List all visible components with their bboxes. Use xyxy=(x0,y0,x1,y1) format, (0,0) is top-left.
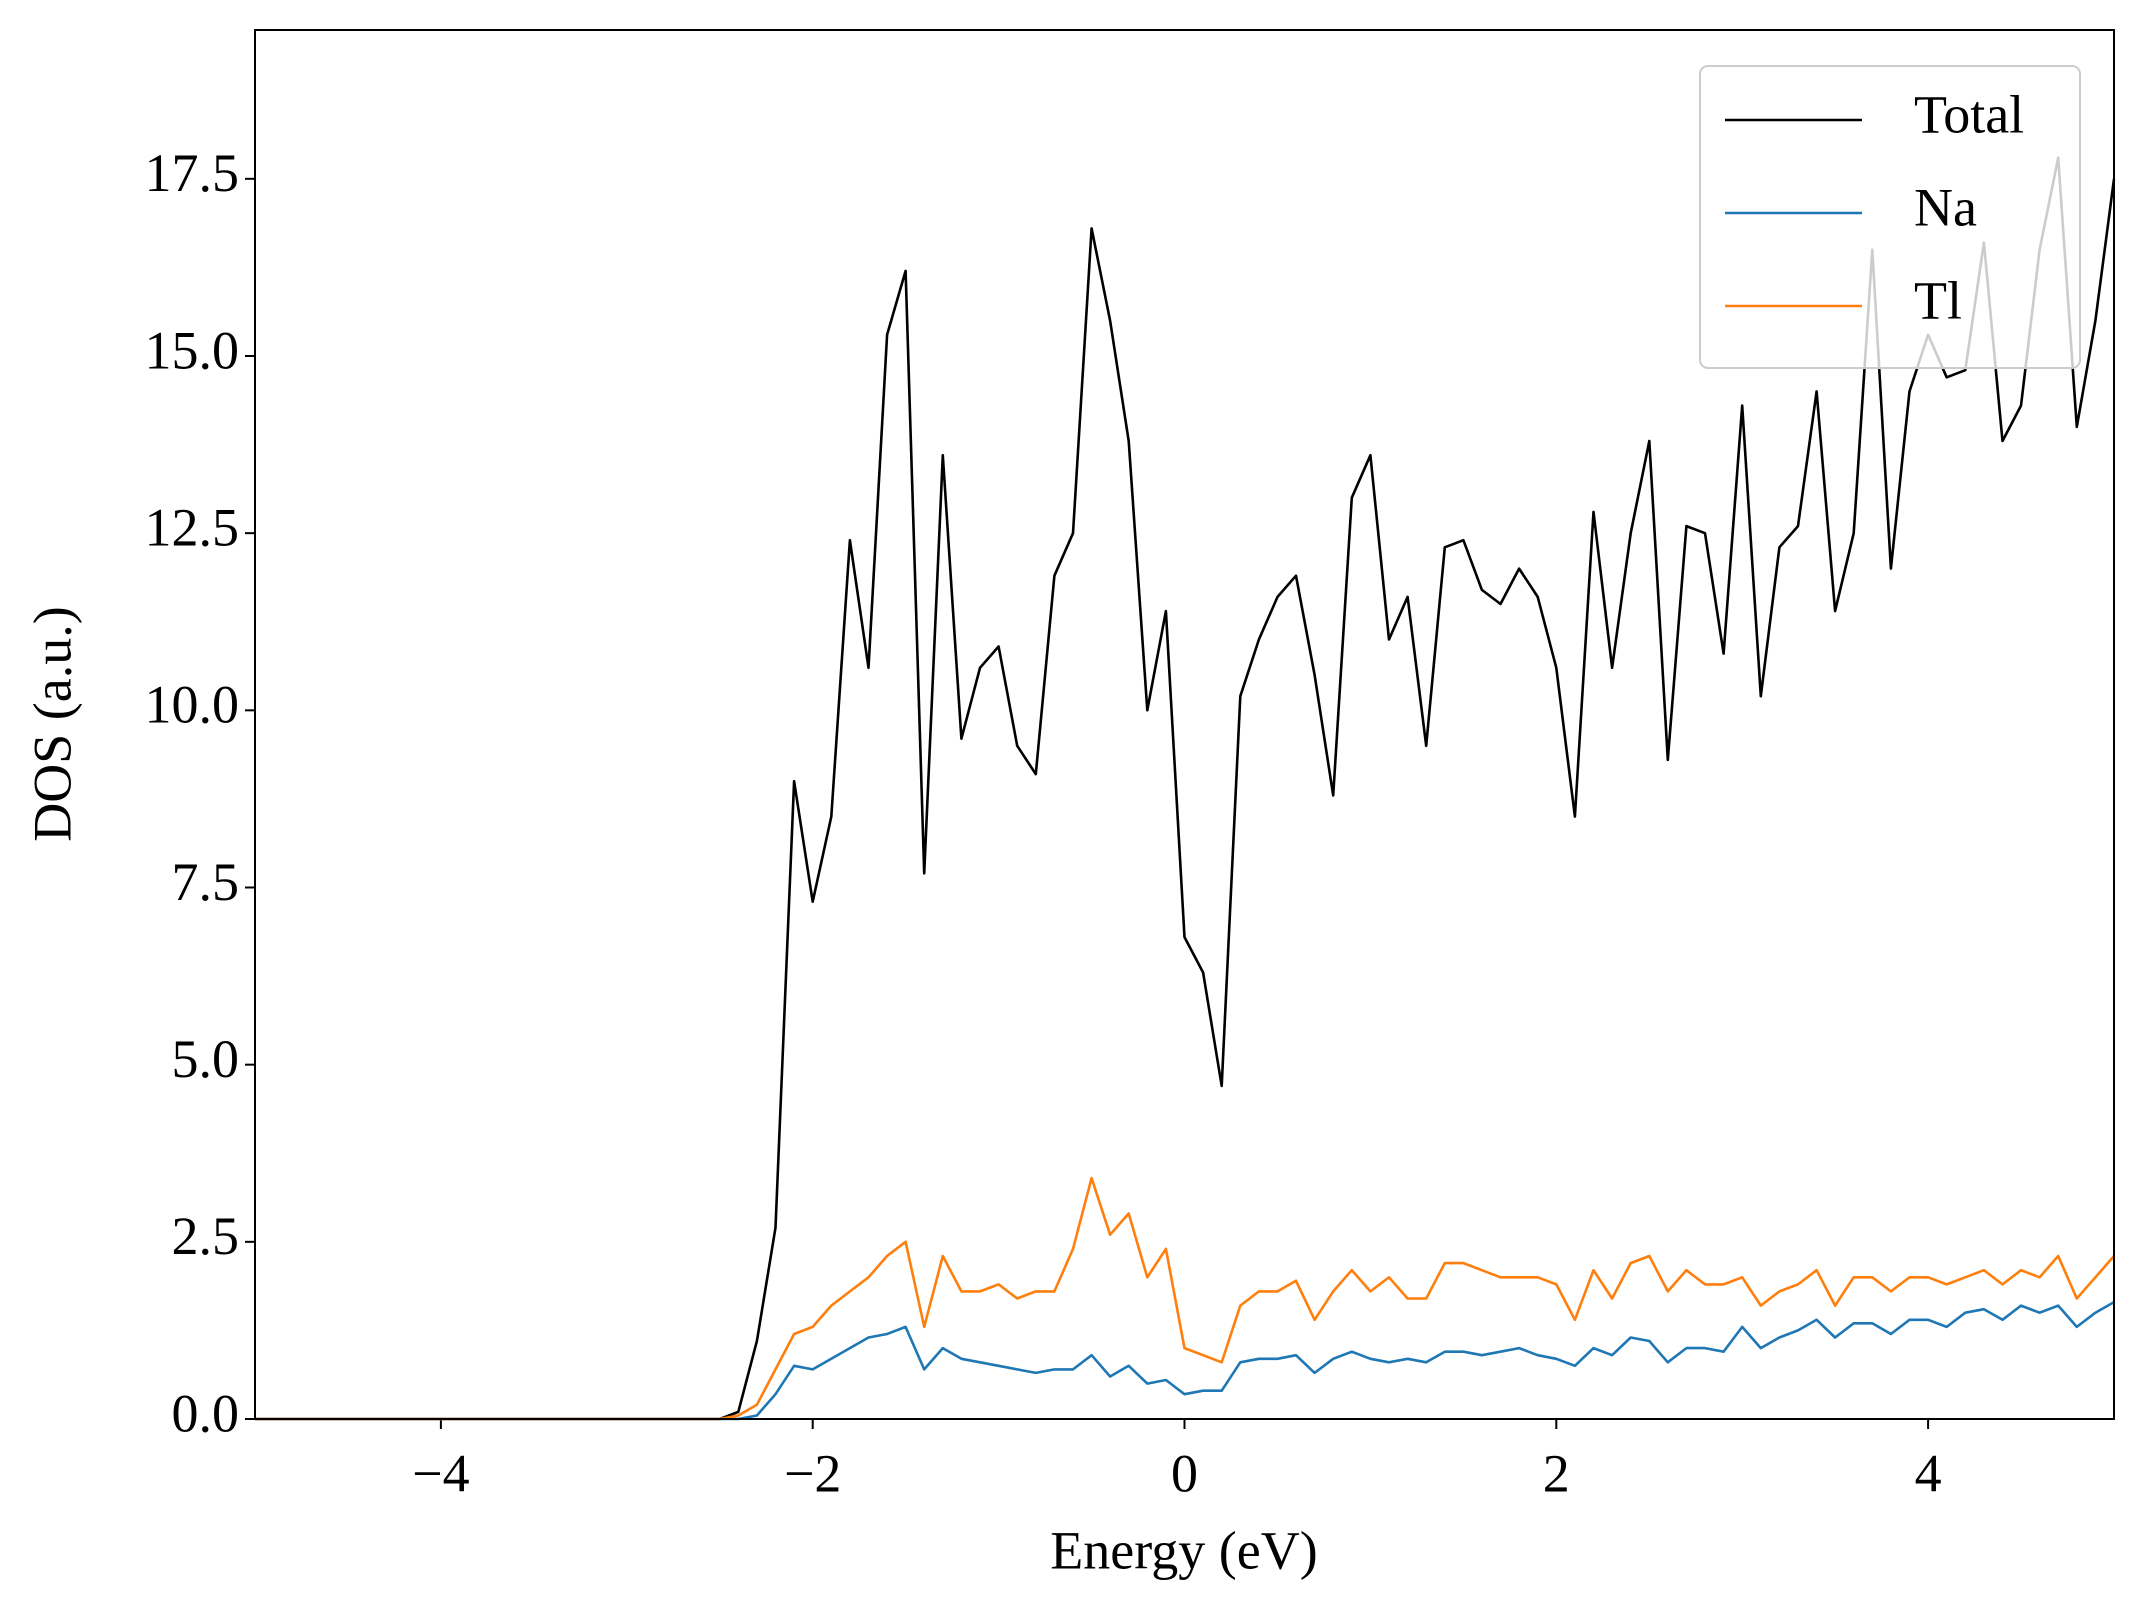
y-tick-label: 15.0 xyxy=(145,320,240,380)
y-tick-label: 5.0 xyxy=(172,1029,240,1089)
plot-frame xyxy=(254,29,2115,1420)
y-tick-label: 10.0 xyxy=(145,675,240,735)
y-tick-label: 2.5 xyxy=(172,1206,240,1266)
x-tick-label: 2 xyxy=(1543,1443,1570,1503)
x-axis-label: Energy (eV) xyxy=(1050,1520,1317,1580)
x-tick-label: −4 xyxy=(412,1443,469,1503)
y-tick-label: 0.0 xyxy=(172,1383,240,1443)
y-tick-label: 7.5 xyxy=(172,852,240,912)
legend-box xyxy=(1699,65,2081,369)
series-line xyxy=(255,1176,2115,1421)
y-tick-label: 12.5 xyxy=(145,498,240,558)
series-line xyxy=(255,1300,2115,1421)
legend-label: Na xyxy=(1914,177,1977,237)
y-tick-label: 17.5 xyxy=(145,143,240,203)
x-tick-label: −2 xyxy=(784,1443,841,1503)
x-tick-label: 4 xyxy=(1915,1443,1942,1503)
y-axis-label: DOS (a.u.) xyxy=(22,606,82,841)
legend-label: Tl xyxy=(1914,270,1962,330)
x-tick-label: 0 xyxy=(1171,1443,1198,1503)
legend-label: Total xyxy=(1914,84,2024,144)
